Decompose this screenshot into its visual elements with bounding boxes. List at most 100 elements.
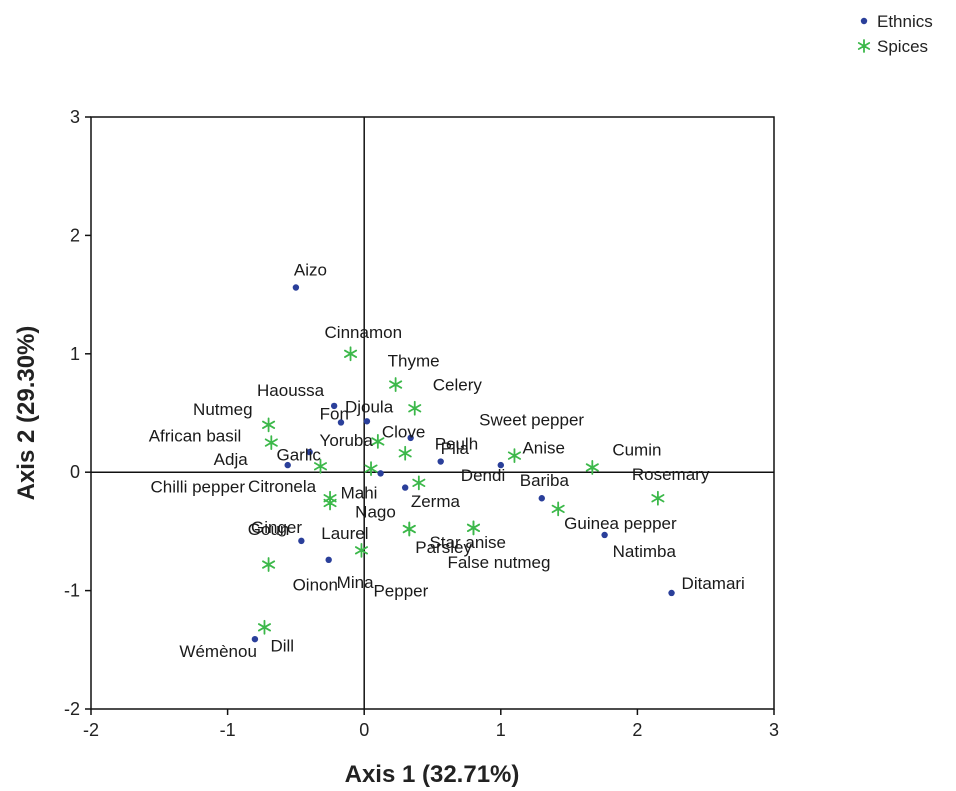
x-axis-title: Axis 1 (32.71%) [345,761,520,788]
legend-label-ethnics: Ethnics [877,12,933,31]
x-tick-label: 1 [496,720,506,740]
spice-point-anise [507,448,521,464]
spice-point-ginger [323,495,337,511]
point-label-anise: Anise [522,439,565,458]
x-tick-label: 3 [769,720,779,740]
ethnic-point-pila [407,434,414,442]
point-label-zerma: Zerma [411,492,461,511]
point-label-dill: Dill [270,636,294,655]
spice-point-dill [257,619,272,635]
y-tick-label: -2 [64,699,80,719]
point-label-djoula: Djoula [345,397,394,416]
point-label-ditamari: Ditamari [682,574,745,593]
point-label-rosemary: Rosemary [632,465,710,484]
ethnic-point-ditamari [668,589,675,597]
point-label-mahi: Mahi [341,483,378,502]
spice-point-chilli-pepper [364,461,378,477]
point-label-sweet-pepper: Sweet pepper [479,410,584,429]
spice-point-false-nutmeg [466,520,481,536]
y-tick-label: 2 [70,225,80,245]
data-markers [251,284,675,643]
point-label-guinea-pepper: Guinea pepper [564,514,677,533]
ethnic-point-bariba [538,495,545,502]
point-label-chilli-pepper: Chilli pepper [151,478,246,497]
ethnic-point-w-m-nou [251,635,259,643]
ethnic-point-goun [298,537,305,545]
ethnic-point-haoussa [330,402,338,410]
x-tick-label: 0 [359,720,369,740]
spice-point-pepper [354,542,368,558]
x-tick-label: -1 [220,720,236,740]
point-label-adja: Adja [214,450,249,469]
spice-point-cinnamon [344,346,358,362]
y-tick-label: 3 [70,107,80,127]
legend-marker-spices [857,39,871,53]
point-label-cumin: Cumin [612,440,661,459]
ethnic-point-dendi [497,461,504,469]
ethnic-point-peulh [437,458,444,465]
point-label-ginger: Ginger [251,518,302,537]
point-label-goun: Goun [248,520,290,539]
point-label-thyme: Thyme [388,352,440,371]
point-label-haoussa: Haoussa [257,381,325,400]
spice-point-parsley [402,521,416,537]
spice-point-sweet-pepper [398,445,412,461]
point-label-celery: Celery [433,375,483,394]
y-axis-title: Axis 2 (29.30%) [13,326,40,501]
point-label-garlic: Garlic [276,445,321,464]
ethnic-point-nago [401,484,409,491]
point-label-pila: Pila [441,439,470,458]
spice-point-zerma [412,475,426,491]
point-label-fon: Fon [320,404,349,423]
spice-point-cumin [585,460,599,475]
ethnic-point-mina [325,556,332,564]
point-label-laurel: Laurel [321,524,368,543]
ethnic-point-fon [363,418,371,425]
y-tick-label: 1 [70,344,80,364]
ethnic-point-natimba [601,531,608,539]
point-label-pepper: Pepper [373,581,428,600]
plot-frame [90,116,775,710]
point-label-w-m-nou: Wémènou [179,642,256,661]
ethnic-point-adja [284,461,291,469]
point-label-natimba: Natimba [613,542,677,561]
y-tick-label: 0 [70,462,80,482]
legend-marker-ethnics [860,17,868,25]
ethnic-point-yoruba [306,448,313,456]
spice-point-guinea-pepper [551,501,565,517]
y-axis: -2 -1 0 1 2 3 [64,107,91,719]
spice-point-african-basil [264,435,278,450]
point-label-aizo: Aizo [294,260,327,279]
x-axis: -2 -1 0 1 2 3 [83,709,779,740]
point-label-citronela: Citronela [248,477,317,496]
point-label-nago: Nago [355,503,396,522]
ethnic-point-djoula [337,419,345,426]
x-tick-label: 2 [632,720,642,740]
ethnic-point-mahi [377,470,384,477]
point-label-clove: Clove [382,422,425,441]
spice-point-rosemary [651,490,665,506]
point-label-nutmeg: Nutmeg [193,400,253,419]
point-label-false-nutmeg: False nutmeg [447,553,550,572]
x-tick-label: -2 [83,720,99,740]
ethnic-point-aizo [292,284,300,291]
spice-point-thyme [389,377,403,392]
spice-point-nutmeg [262,417,276,433]
point-label-oinon: Oinon [293,576,338,595]
point-label-peulh: Peulh [435,435,478,454]
spice-point-oinon [262,557,276,572]
point-label-star-anise: Star anise [429,533,506,552]
legend: Ethnics Spices [857,12,933,56]
spice-point-celery [408,400,422,416]
point-label-cinnamon: Cinnamon [325,323,403,342]
point-label-mina: Mina [337,573,374,592]
y-tick-label: -1 [64,581,80,601]
legend-label-spices: Spices [877,37,928,56]
point-label-yoruba: Yoruba [320,431,374,450]
point-label-parsley: Parsley [415,538,472,557]
point-label-bariba: Bariba [520,471,570,490]
point-label-dendi: Dendi [461,466,505,485]
spice-point-garlic [313,458,328,474]
